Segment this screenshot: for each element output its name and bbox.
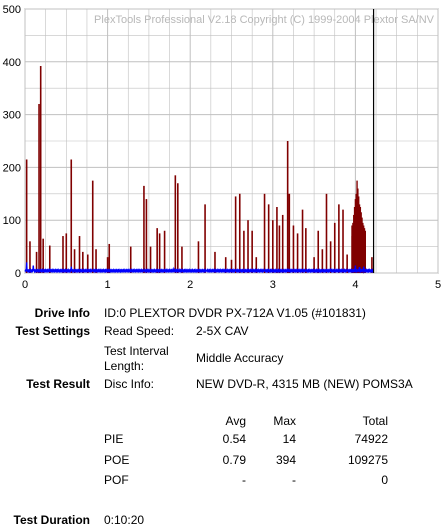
test-result-label: Test Result bbox=[26, 377, 90, 391]
stats-header-avg: Avg bbox=[225, 414, 246, 428]
stats-header-max: Max bbox=[273, 414, 296, 428]
copyright-text: PlexTools Professional V2.18 Copyright (… bbox=[94, 14, 435, 26]
stats-row-total: 0 bbox=[381, 473, 388, 487]
read-speed-value: 2-5X CAV bbox=[196, 324, 249, 338]
x-tick-label: 0 bbox=[22, 279, 28, 291]
y-tick-label: 200 bbox=[3, 162, 21, 174]
x-tick-label: 5 bbox=[435, 279, 441, 291]
stats-row-total: 109275 bbox=[347, 453, 388, 467]
test-duration-label: Test Duration bbox=[13, 513, 90, 527]
plot-grid bbox=[24, 8, 439, 274]
y-tick-label: 0 bbox=[15, 268, 21, 280]
pie-series-line bbox=[24, 262, 375, 275]
x-tick-label: 4 bbox=[352, 279, 358, 291]
stats-row-name: POF bbox=[104, 473, 129, 487]
x-tick-label: 1 bbox=[105, 279, 111, 291]
test-duration-value: 0:10:20 bbox=[104, 513, 145, 527]
stats-header-total: Total bbox=[362, 414, 388, 428]
test-interval-value: Middle Accuracy bbox=[196, 351, 284, 365]
y-tick-label: 500 bbox=[3, 4, 21, 16]
disc-info-label: Disc Info: bbox=[104, 377, 155, 391]
drive-info-value: ID:0 PLEXTOR DVDR PX-712A V1.05 (#101831… bbox=[104, 306, 366, 320]
read-speed-label: Read Speed: bbox=[104, 324, 175, 338]
stats-row-max: 394 bbox=[275, 453, 296, 467]
stats-row-max: 14 bbox=[282, 432, 296, 446]
test-settings-label: Test Settings bbox=[15, 324, 90, 338]
stats-row-avg: 0.79 bbox=[222, 453, 246, 467]
x-tick-label: 2 bbox=[187, 279, 193, 291]
test-interval-label-line1: Test Interval bbox=[104, 344, 169, 358]
stats-row-avg: - bbox=[242, 473, 246, 487]
y-tick-label: 400 bbox=[3, 57, 21, 69]
series-layer bbox=[24, 66, 375, 275]
test-interval-label-line2: Length: bbox=[104, 359, 145, 373]
stats-row-avg: 0.54 bbox=[222, 432, 246, 446]
tick-labels: 0 1 2 3 4 5 0 100 200 300 400 500 bbox=[3, 4, 441, 291]
y-tick-label: 100 bbox=[3, 215, 21, 227]
disc-info-value: NEW DVD-R, 4315 MB (NEW) POMS3A bbox=[196, 377, 413, 391]
plot-chart: PlexTools Professional V2.18 Copyright (… bbox=[3, 4, 441, 291]
stats-row-max: - bbox=[292, 473, 296, 487]
drive-info-label: Drive Info bbox=[34, 306, 90, 320]
stats-row-total: 74922 bbox=[354, 432, 388, 446]
stats-row-name: POE bbox=[104, 453, 130, 467]
x-tick-label: 3 bbox=[270, 279, 276, 291]
y-tick-label: 300 bbox=[3, 110, 21, 122]
stats-row-name: PIE bbox=[104, 432, 124, 446]
